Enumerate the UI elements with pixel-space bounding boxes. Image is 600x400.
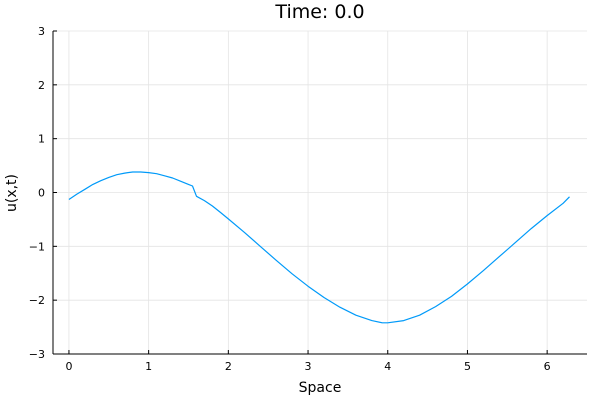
x-axis-label: Space (299, 380, 342, 396)
series-line (68, 171, 570, 324)
y-tick-label: 3 (38, 25, 45, 38)
y-tick-label: 0 (38, 187, 45, 200)
chart-title: Time: 0.0 (274, 1, 364, 23)
y-tick-label: −3 (29, 348, 45, 361)
ticks: 0 1 2 3 4 5 6 −3 −2 −1 0 1 2 3 (29, 25, 551, 373)
x-tick-label: 2 (225, 360, 232, 373)
series-layer (68, 171, 570, 324)
y-tick-label: −1 (29, 240, 45, 253)
x-tick-label: 3 (305, 360, 312, 373)
x-tick-label: 5 (464, 360, 471, 373)
y-axis-label: u(x,t) (4, 174, 20, 212)
x-tick-label: 4 (384, 360, 391, 373)
grid (53, 30, 587, 355)
x-tick-label: 1 (145, 360, 152, 373)
y-tick-label: 1 (38, 133, 45, 146)
x-tick-label: 6 (544, 360, 551, 373)
y-tick-label: 2 (38, 79, 45, 92)
y-tick-label: −2 (29, 294, 45, 307)
x-tick-label: 0 (65, 360, 72, 373)
